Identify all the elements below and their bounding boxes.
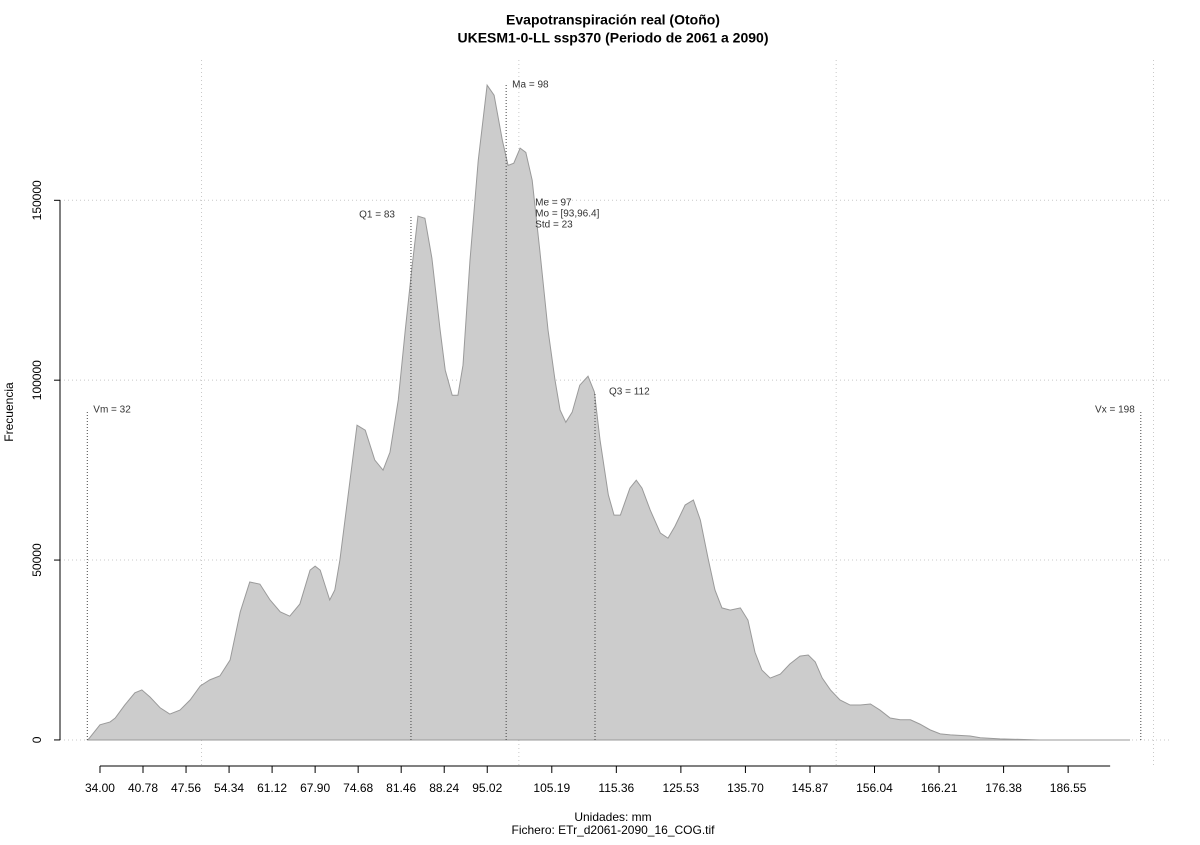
x-tick-label: 125.53 (663, 781, 700, 795)
x-tick-label: 145.87 (792, 781, 829, 795)
x-tick-label: 88.24 (429, 781, 459, 795)
x-tick-label: 95.02 (472, 781, 502, 795)
x-tick-label: 61.12 (257, 781, 287, 795)
x-tick-label: 54.34 (214, 781, 244, 795)
stats-label: Std = 23 (535, 220, 573, 231)
x-tick-label: 40.78 (128, 781, 158, 795)
x-tick-label: 166.21 (921, 781, 958, 795)
x-tick-label: 47.56 (171, 781, 201, 795)
y-tick-label: 50000 (30, 543, 44, 577)
annotation-label: Ma = 98 (512, 80, 549, 91)
x-tick-label: 74.68 (343, 781, 373, 795)
x-tick-label: 156.04 (856, 781, 893, 795)
annotation-label: Q3 = 112 (609, 387, 650, 398)
x-tick-label: 115.36 (598, 781, 634, 795)
y-tick-label: 100000 (30, 360, 44, 400)
y-tick-label: 0 (30, 736, 44, 743)
x-axis-label: Unidades: mm (574, 810, 651, 824)
x-tick-label: 135.70 (727, 781, 764, 795)
area (86, 83, 1131, 741)
y-tick-label: 150000 (30, 180, 44, 220)
x-tick-label: 105.19 (533, 781, 570, 795)
x-tick-label: 34.00 (85, 781, 115, 795)
annotation-label: Vm = 32 (93, 405, 131, 416)
x-tick-label: 81.46 (386, 781, 416, 795)
x-tick-label: 186.55 (1050, 781, 1087, 795)
caption: Fichero: ETr_d2061-2090_16_COG.tif (512, 823, 716, 837)
chart-title: Evapotranspiración real (Otoño) (506, 12, 720, 28)
x-tick-label: 67.90 (300, 781, 330, 795)
stats-label: Mo = [93,96.4] (535, 209, 599, 220)
annotation-label: Vx = 198 (1095, 405, 1135, 416)
annotation-label: Q1 = 83 (359, 210, 395, 221)
x-tick-label: 176.38 (985, 781, 1022, 795)
y-axis-label: Frecuencia (2, 382, 16, 442)
stats-label: Me = 97 (535, 198, 572, 209)
chart-subtitle: UKESM1-0-LL ssp370 (Periodo de 2061 a 20… (458, 30, 769, 46)
